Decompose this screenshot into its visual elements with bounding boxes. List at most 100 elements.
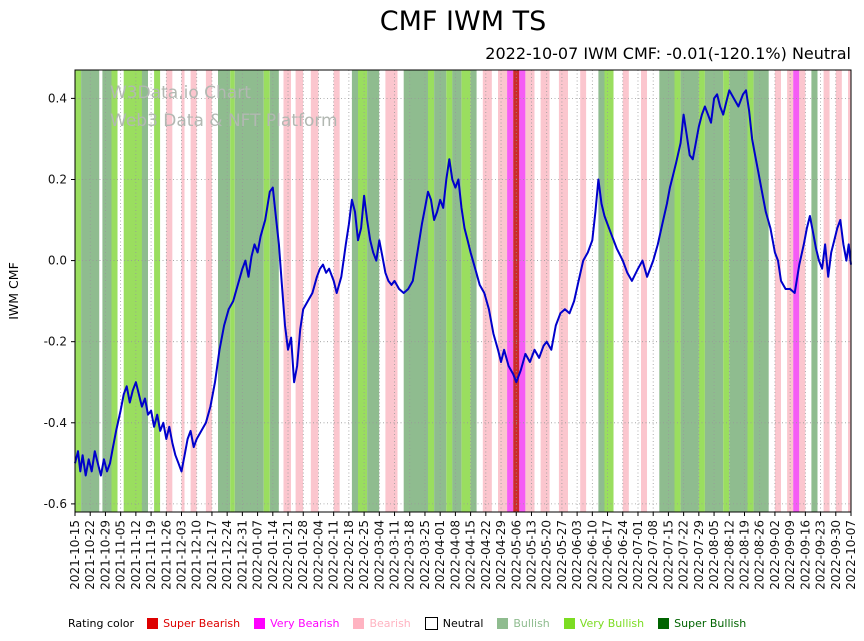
rating-band-neutral <box>613 70 623 512</box>
chart-subtitle: 2022-10-07 IWM CMF: -0.01(-120.1%) Neutr… <box>485 44 851 63</box>
rating-band-neutral <box>768 70 775 512</box>
x-tick-label: 2022-07-15 <box>661 520 675 590</box>
y-tick-label: 0.0 <box>48 254 67 268</box>
rating-band-neutral <box>568 70 581 512</box>
legend-swatch <box>563 618 575 629</box>
y-tick-label: -0.4 <box>44 416 67 430</box>
rating-band-neutral <box>278 70 284 512</box>
x-tick-label: 2021-12-17 <box>205 520 219 590</box>
rating-band-neutral <box>549 70 559 512</box>
legend-item-super-bearish: Super Bearish <box>147 617 240 630</box>
rating-band-neutral <box>476 70 483 512</box>
x-tick-label: 2021-12-31 <box>235 520 249 590</box>
legend-swatch <box>147 618 159 629</box>
rating-band-bearish <box>295 70 304 512</box>
rating-band-neutral <box>805 70 812 512</box>
x-tick-label: 2022-04-29 <box>494 520 508 590</box>
rating-band-very_bullish <box>358 70 368 512</box>
rating-band-bearish <box>166 70 173 512</box>
legend-swatch <box>424 617 438 630</box>
x-tick-label: 2022-07-01 <box>631 520 645 590</box>
x-tick-label: 2022-06-10 <box>585 520 599 590</box>
x-tick-label: 2022-07-29 <box>692 520 706 590</box>
x-tick-label: 2022-09-23 <box>814 520 828 590</box>
rating-band-bullish <box>680 70 699 512</box>
x-tick-label: 2022-08-26 <box>753 520 767 590</box>
rating-band-neutral <box>196 70 206 512</box>
cmf-line-series <box>74 89 852 477</box>
x-tick-label: 2022-03-11 <box>388 520 402 590</box>
x-tick-label: 2021-11-26 <box>159 520 173 590</box>
x-tick-label: 2021-10-22 <box>83 520 97 590</box>
rating-band-very_bullish <box>263 70 270 512</box>
watermark-line2: Web3 Data & NFT Platform <box>110 111 338 131</box>
legend-swatch <box>497 618 509 629</box>
rating-band-bearish <box>823 70 830 512</box>
rating-band-neutral <box>99 70 103 512</box>
rating-band-bearish <box>540 70 550 512</box>
y-tick-label: -0.6 <box>44 497 67 511</box>
x-tick-label: 2022-04-08 <box>448 520 462 590</box>
rating-band-neutral <box>172 70 182 512</box>
rating-band-neutral <box>318 70 334 512</box>
rating-band-neutral <box>303 70 311 512</box>
rating-band-very_bullish <box>154 70 161 512</box>
rating-band-neutral <box>339 70 352 512</box>
cmf-line-chart: W3Data.io Chart Web3 Data & NFT Platform… <box>6 69 858 590</box>
rating-band-bearish <box>190 70 197 512</box>
rating-band-bullish <box>269 70 279 512</box>
rating-band-neutral <box>628 70 642 512</box>
rating-band-bearish <box>580 70 587 512</box>
legend-swatch <box>353 618 365 629</box>
rating-band-neutral <box>841 70 848 512</box>
x-tick-label: 2021-11-19 <box>144 520 158 590</box>
rating-band-very_bearish <box>507 70 514 512</box>
rating-band-very_bullish <box>723 70 730 512</box>
rating-band-neutral <box>781 70 788 512</box>
rating-band-very_bullish <box>698 70 705 512</box>
x-tick-label: 2022-01-21 <box>281 520 295 590</box>
x-tick-label: 2022-08-05 <box>707 520 721 590</box>
x-tick-label: 2022-10-07 <box>844 520 858 590</box>
rating-band-bearish <box>181 70 185 512</box>
legend: Rating color Super Bearish Very Bearish Be… <box>68 617 854 630</box>
legend-item-label: Super Bearish <box>163 617 241 630</box>
rating-band-neutral <box>211 70 218 512</box>
legend-item-very-bullish: Very Bullish <box>563 617 645 630</box>
x-tick-label: 2022-09-16 <box>798 520 812 590</box>
rating-band-bearish <box>310 70 319 512</box>
x-tick-label: 2021-10-15 <box>68 520 82 590</box>
rating-band-bearish <box>799 70 806 512</box>
x-tick-label: 2022-07-22 <box>677 520 691 590</box>
rating-band-bullish <box>753 70 769 512</box>
x-tick-label: 2022-06-03 <box>570 520 584 590</box>
rating-band-very_bearish <box>519 70 526 512</box>
rating-band-bearish <box>205 70 212 512</box>
legend-items: Super Bearish Very Bearish Bearish Neutral B… <box>147 617 746 630</box>
x-tick-label: 2022-08-12 <box>722 520 736 590</box>
legend-item-label: Bullish <box>513 617 550 630</box>
x-tick-label: 2022-02-11 <box>327 520 341 590</box>
x-tick-label: 2022-02-18 <box>342 520 356 590</box>
rating-band-very_bullish <box>604 70 614 512</box>
rating-band-very_bearish <box>793 70 800 512</box>
x-tick-label: 2022-06-17 <box>601 520 615 590</box>
legend-item-bullish: Bullish <box>497 617 550 630</box>
legend-swatch <box>254 618 266 629</box>
legend-item-label: Super Bullish <box>674 617 747 630</box>
rating-band-bearish <box>641 70 648 512</box>
legend-item-label: Neutral <box>442 617 484 630</box>
rating-band-bearish <box>622 70 629 512</box>
x-tick-label: 2022-08-19 <box>737 520 751 590</box>
x-tick-label: 2022-02-04 <box>311 520 325 590</box>
rating-band-very_bullish <box>674 70 681 512</box>
legend-item-label: Very Bullish <box>579 617 645 630</box>
rating-band-bullish <box>403 70 428 512</box>
rating-band-bearish <box>835 70 842 512</box>
y-tick-label: 0.4 <box>48 91 67 105</box>
x-tick-label: 2021-11-12 <box>129 520 143 590</box>
x-tick-label: 2022-03-04 <box>372 520 386 590</box>
rating-band-bearish <box>482 70 492 512</box>
rating-band-very_bullish <box>747 70 754 512</box>
x-tick-label: 2022-06-24 <box>616 520 630 590</box>
